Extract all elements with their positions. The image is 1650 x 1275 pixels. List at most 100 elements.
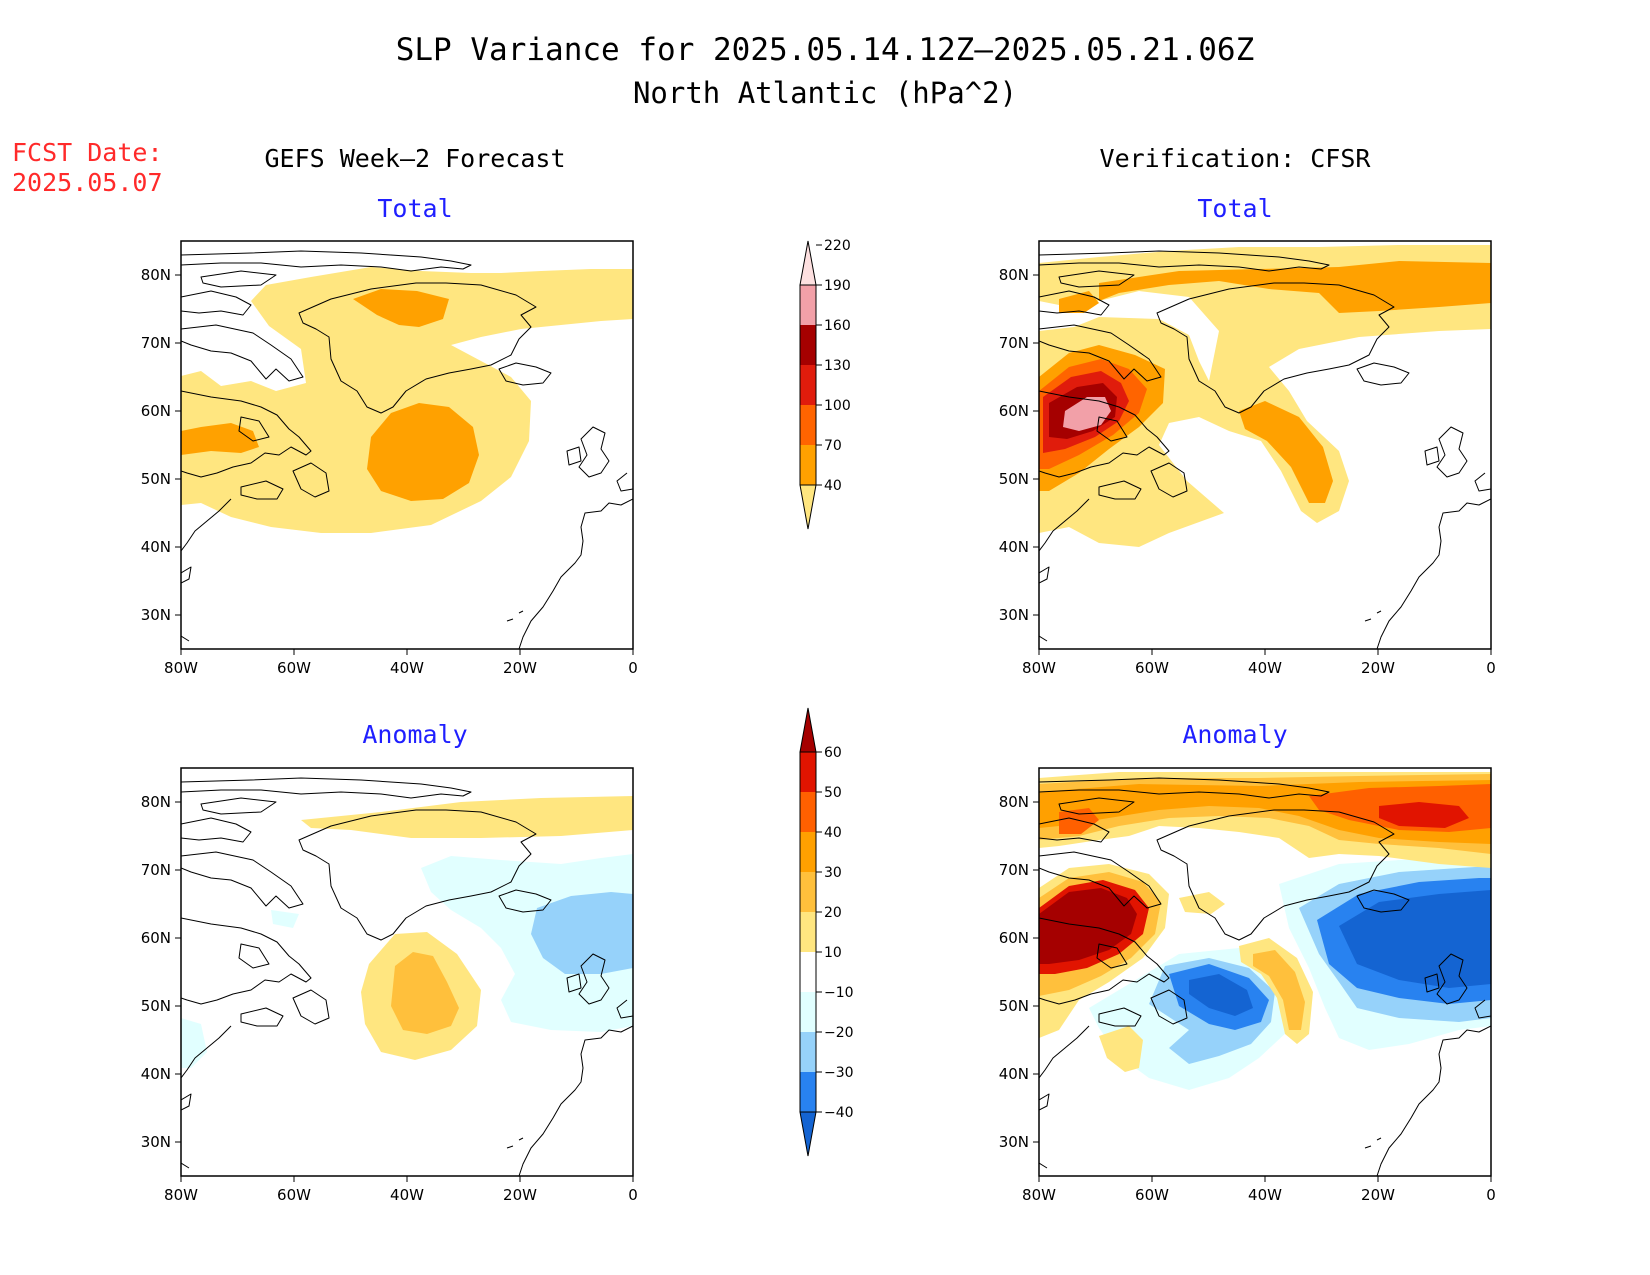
lon-tick-label: 60W xyxy=(277,1186,311,1204)
colorbar-label: 70 xyxy=(824,438,842,454)
colorbar-box xyxy=(800,752,816,792)
lon-tick-label: 0 xyxy=(628,1186,638,1204)
lon-tick-label: 20W xyxy=(1361,1186,1395,1204)
colorbar-box xyxy=(800,365,816,405)
column-title-right: Verification: CFSR xyxy=(1100,144,1372,173)
colorbar-label: −20 xyxy=(824,1025,854,1041)
colorbar-end-high xyxy=(799,240,817,286)
row-title-total-left: Total xyxy=(377,194,452,223)
colorbar-label: 10 xyxy=(824,945,842,961)
colorbar-label: 60 xyxy=(824,745,842,761)
panel-forecast-anomaly: 80N 70N 60N 50N 40N 30N 80W 60W 40W 20W 0 xyxy=(141,767,638,1204)
forecast-anomaly-level-minus20 xyxy=(531,892,633,974)
colorbar-label: 40 xyxy=(824,478,842,494)
colorbar-label: 20 xyxy=(824,905,842,921)
lat-tick-label: 50N xyxy=(999,997,1029,1015)
lat-tick-label: 50N xyxy=(999,470,1029,488)
colorbar-label: −40 xyxy=(824,1105,854,1121)
column-title-left: GEFS Week–2 Forecast xyxy=(264,144,565,173)
lat-tick-label: 60N xyxy=(999,929,1029,947)
row-title-total-right: Total xyxy=(1197,194,1272,223)
verification-total-level-70b xyxy=(1059,291,1099,313)
colorbar-label: 220 xyxy=(824,238,851,254)
forecast-date-label: FCST Date: xyxy=(12,138,163,167)
verification-anomaly-level-10e xyxy=(1099,1026,1143,1072)
colorbar-box xyxy=(800,405,816,445)
lon-tick-label: 60W xyxy=(277,659,311,677)
verification-total-level-70a xyxy=(1099,261,1491,313)
colorbar-label: 30 xyxy=(824,865,842,881)
colorbar-label: 50 xyxy=(824,785,842,801)
verification-total-lat-axis: 80N 70N 60N 50N 40N 30N xyxy=(999,266,1039,624)
verification-total-level-190 xyxy=(1063,397,1111,431)
colorbar-box xyxy=(800,1032,816,1072)
lat-tick-label: 80N xyxy=(141,266,171,284)
lat-tick-label: 30N xyxy=(141,1133,171,1151)
verification-anomaly-lon-axis: 80W 60W 40W 20W 0 xyxy=(1022,1176,1496,1204)
lat-tick-label: 80N xyxy=(141,793,171,811)
figure-title: SLP Variance for 2025.05.14.12Z–2025.05.… xyxy=(396,32,1255,68)
forecast-anomaly-level-10 xyxy=(301,796,633,838)
lon-tick-label: 80W xyxy=(1022,659,1056,677)
lon-tick-label: 0 xyxy=(1486,659,1496,677)
forecast-anomaly-level-20 xyxy=(391,952,459,1034)
colorbar-label: −30 xyxy=(824,1065,854,1081)
lon-tick-label: 20W xyxy=(503,659,537,677)
panel-forecast-total: 80N 70N 60N 50N 40N 30N 80W 60W 40W 20W 0 xyxy=(141,240,638,677)
colorbar-box xyxy=(800,912,816,952)
lon-tick-label: 80W xyxy=(164,659,198,677)
colorbar-label: −10 xyxy=(824,985,854,1001)
panel-verification-total: 80N 70N 60N 50N 40N 30N 80W 60W 40W 20W 0 xyxy=(999,240,1496,677)
lat-tick-label: 30N xyxy=(141,606,171,624)
verification-anomaly-level-50a xyxy=(1379,802,1469,828)
lat-tick-label: 40N xyxy=(999,1065,1029,1083)
lat-tick-label: 40N xyxy=(999,538,1029,556)
lat-tick-label: 70N xyxy=(141,861,171,879)
lat-tick-label: 40N xyxy=(141,1065,171,1083)
lat-tick-label: 30N xyxy=(999,606,1029,624)
colorbar-box xyxy=(800,445,816,485)
colorbar-label: 40 xyxy=(824,825,842,841)
forecast-anomaly-level-minus10b xyxy=(181,1018,207,1068)
forecast-total-level-70b xyxy=(353,289,449,327)
colorbar-box xyxy=(800,872,816,912)
lat-tick-label: 40N xyxy=(141,538,171,556)
verification-total-level-40 xyxy=(1039,245,1491,547)
lat-tick-label: 70N xyxy=(999,334,1029,352)
lon-tick-label: 80W xyxy=(1022,1186,1056,1204)
colorbar-label: 100 xyxy=(824,398,851,414)
colorbar-anomaly: −40 −30 −20 −10 10 20 30 40 50 60 xyxy=(799,707,854,1157)
verification-anomaly-lat-axis: 80N 70N 60N 50N 40N 30N xyxy=(999,793,1039,1151)
verification-anomaly-level-minus40a xyxy=(1339,890,1491,988)
row-title-anomaly-left: Anomaly xyxy=(362,720,467,749)
verification-anomaly-level-minus40b xyxy=(1189,974,1253,1016)
lat-tick-label: 30N xyxy=(999,1133,1029,1151)
row-title-anomaly-right: Anomaly xyxy=(1182,720,1287,749)
lon-tick-label: 40W xyxy=(1248,1186,1282,1204)
forecast-total-level-70a xyxy=(367,403,479,501)
colorbar-total: 40 70 100 130 160 190 220 xyxy=(799,238,851,530)
colorbar-end-low xyxy=(799,1111,817,1157)
forecast-anomaly-lat-axis: 80N 70N 60N 50N 40N 30N xyxy=(141,793,181,1151)
forecast-anomaly-contours xyxy=(181,796,633,1068)
lat-tick-label: 80N xyxy=(999,793,1029,811)
lon-tick-label: 60W xyxy=(1135,1186,1169,1204)
lat-tick-label: 50N xyxy=(141,997,171,1015)
lat-tick-label: 60N xyxy=(141,402,171,420)
colorbar-box xyxy=(800,792,816,832)
forecast-total-lon-axis: 80W 60W 40W 20W 0 xyxy=(164,649,638,677)
forecast-total-level-40 xyxy=(181,267,633,533)
lat-tick-label: 50N xyxy=(141,470,171,488)
lat-tick-label: 80N xyxy=(999,266,1029,284)
lon-tick-label: 0 xyxy=(1486,1186,1496,1204)
colorbar-box xyxy=(800,325,816,365)
colorbar-end-low xyxy=(799,484,817,530)
figure-subtitle: North Atlantic (hPa^2) xyxy=(633,76,1017,110)
forecast-anomaly-level-minus10c xyxy=(271,910,299,928)
colorbar-box xyxy=(800,992,816,1032)
lat-tick-label: 60N xyxy=(141,929,171,947)
colorbar-end-high xyxy=(799,707,817,753)
colorbar-label: 190 xyxy=(824,278,851,294)
lon-tick-label: 20W xyxy=(1361,659,1395,677)
